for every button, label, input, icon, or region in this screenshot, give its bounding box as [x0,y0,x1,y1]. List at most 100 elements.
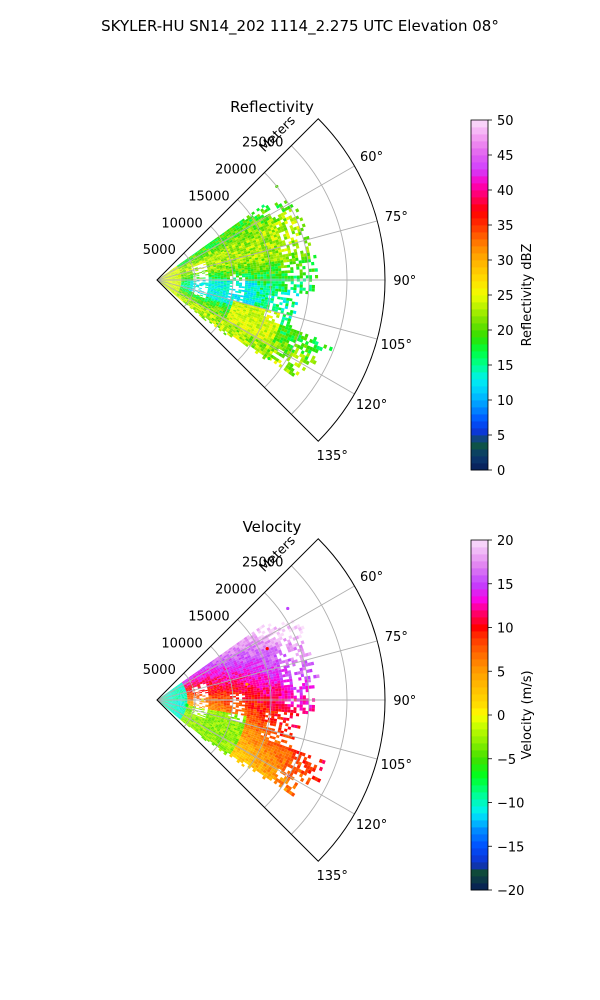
echo-cell [251,676,255,679]
echo-cell [281,628,286,633]
echo-cell [199,714,204,717]
echo-cell [278,643,283,647]
echo-cell [183,692,187,695]
echo-cell [260,692,264,695]
echo-cell [199,682,203,685]
echo-cell [278,672,283,676]
echo-cell [202,280,206,282]
echo-cell [183,293,187,296]
echo-cell [214,670,218,674]
echo-cell [233,680,238,683]
echo-cell [241,289,245,292]
echo-cell [287,270,291,274]
echo-cell [175,289,179,292]
echo-cell [248,246,253,249]
echo-cell [285,332,290,337]
echo-cell [245,667,250,670]
echo-cell [224,262,229,265]
echo-cell [191,679,195,683]
echo-cell [232,247,237,251]
echo-cell [214,250,218,254]
echo-cell [235,666,240,670]
echo-cell [236,641,240,646]
echo-cell [169,277,173,279]
echo-cell [246,670,251,674]
echo-cell [171,285,175,287]
echo-cell [248,697,252,700]
echo-cell [225,293,229,296]
colorbar-band [471,456,488,464]
echo-cell [168,281,173,283]
echo-cell [220,280,224,283]
echo-cell [274,293,278,297]
colorbar-tick-label: 45 [497,149,514,164]
echo-cell [285,643,290,648]
echo-cell [268,658,273,663]
echo-cell [259,687,263,691]
echo-cell [285,346,290,351]
echo-cell [218,293,223,296]
echo-cell [170,271,174,274]
echo-cell [272,636,277,641]
echo-cell [283,297,287,301]
echo-cell [173,293,177,296]
echo-cell [172,277,176,279]
echo-cell [246,640,251,644]
echo-cell [204,269,208,272]
echo-cell [267,656,272,660]
echo-cell [302,710,306,715]
echo-cell [173,293,176,296]
echo-cell [208,316,212,320]
echo-cell [257,641,262,646]
echo-cell [254,283,258,286]
echo-cell [214,259,218,262]
echo-cell [224,671,228,674]
echo-cell [189,287,193,289]
echo-cell [222,686,226,689]
echo-cell [277,296,281,300]
echo-cell [179,688,183,691]
echo-cell [229,280,233,283]
echo-cell [169,270,173,272]
echo-cell [253,646,258,651]
echo-cell [236,233,241,237]
echo-cell [178,687,182,690]
echo-cell [210,299,215,302]
echo-cell [228,318,233,322]
echo-cell [231,664,236,668]
echo-cell [216,655,220,659]
echo-cell [266,627,271,632]
echo-cell [190,677,194,680]
echo-cell [217,677,221,680]
echo-cell [252,297,256,300]
echo-cell [293,275,297,279]
echo-cell [205,274,209,276]
echo-cell [282,224,287,229]
echo-cell [182,289,186,291]
echo-cell [234,672,239,676]
echo-cell [198,304,202,308]
echo-cell [215,245,219,249]
echo-cell [242,700,246,703]
echo-cell [196,261,200,264]
echo-cell [262,224,267,229]
echo-cell [224,295,229,298]
echo-cell [186,288,190,290]
echo-cell [275,331,280,336]
echo-cell [233,260,238,263]
echo-cell [205,701,209,703]
echo-cell [214,278,218,280]
echo-cell [262,644,267,649]
echo-cell [181,686,185,689]
echo-cell [188,686,192,689]
echo-cell [225,267,230,270]
echo-cell [193,307,197,310]
echo-cell [313,336,318,342]
echo-cell [205,297,209,300]
echo-cell [258,298,262,302]
echo-cell [177,272,181,275]
echo-cell [175,277,179,279]
echo-cell [240,235,245,239]
echo-cell [263,276,267,279]
echo-cell [275,230,280,235]
